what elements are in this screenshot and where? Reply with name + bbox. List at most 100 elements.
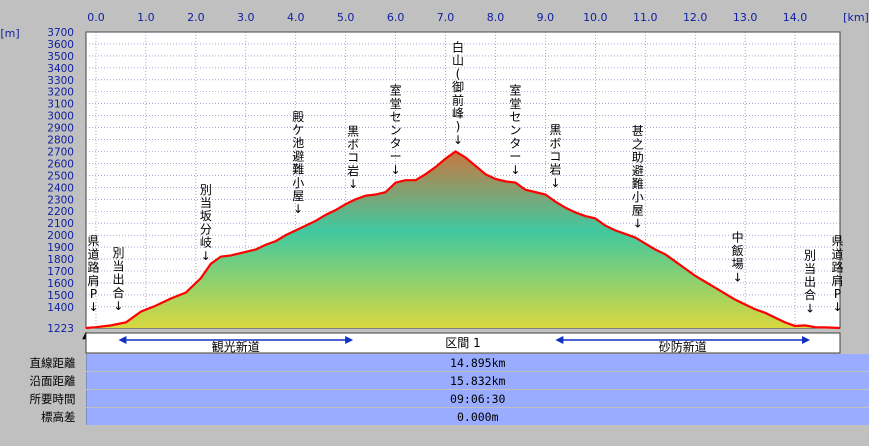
- waypoint-char: 県: [87, 234, 99, 248]
- y-tick-label: 3100: [47, 99, 74, 111]
- route-stats-table: 直線距離 14.895km 沿面距離 15.832km 所要時間 09:06:3…: [0, 354, 869, 426]
- waypoint-char: 当: [200, 196, 212, 210]
- waypoint-arrow: ↓: [453, 133, 463, 147]
- waypoint-char: 難: [292, 162, 304, 177]
- stats-label: 所要時間: [0, 389, 86, 408]
- waypoint-char: 殿: [292, 110, 304, 124]
- x-tick-label: 3.0: [237, 11, 255, 24]
- waypoint-label: 中飯場↓: [732, 230, 744, 285]
- waypoint-arrow: ↓: [633, 217, 643, 231]
- x-tick-label: 4.0: [287, 11, 305, 24]
- x-tick-label: 12.0: [683, 11, 708, 24]
- waypoint-char: 肩: [831, 273, 843, 288]
- x-tick-label: 11.0: [633, 11, 658, 24]
- waypoint-char: 肩: [87, 273, 99, 288]
- x-tick-label: 0.0: [87, 11, 105, 24]
- waypoint-char: 山: [452, 54, 464, 68]
- waypoint-char: 別: [112, 246, 124, 260]
- waypoint-char: 小: [292, 176, 304, 190]
- stats-row-duration: 所要時間 09:06:30: [0, 389, 869, 408]
- y-tick-label: 2600: [47, 158, 74, 170]
- waypoint-char: ン: [509, 123, 521, 137]
- elevation-area: [86, 151, 840, 328]
- waypoint-char: 岩: [347, 163, 359, 178]
- elevation-chart: 0.0 1.0 2.0 3.0 4.0 5.0 6.0 7.0 8.0 9.0 10.0 11.0 12…: [0, 11, 868, 354]
- waypoint-char: 道: [87, 247, 99, 261]
- waypoint-char: 屋: [632, 203, 644, 217]
- y-tick-label: 3700: [47, 27, 74, 39]
- section-name: 砂防新道: [659, 339, 707, 354]
- x-tick-label: 14.0: [783, 11, 808, 24]
- waypoint-char: タ: [509, 136, 521, 150]
- waypoint-char: 路: [831, 260, 843, 275]
- y-tick-label: 3200: [47, 87, 74, 99]
- waypoint-char: ボ: [347, 138, 359, 152]
- waypoint-char: 避: [632, 164, 644, 178]
- waypoint-char: (: [456, 67, 461, 81]
- waypoint-char: 岩: [549, 162, 561, 177]
- waypoint-char: コ: [347, 151, 359, 165]
- y-min-label: 1223: [47, 323, 74, 335]
- y-tick-label: 2700: [47, 146, 74, 158]
- waypoint-char: 黒: [549, 123, 561, 137]
- stats-value: 15.832km: [85, 371, 869, 390]
- x-tick-label: 7.0: [437, 11, 455, 24]
- section-bar: [85, 332, 841, 354]
- waypoint-char: コ: [549, 150, 561, 164]
- stats-value: 0.000m: [85, 407, 869, 426]
- waypoint-char: 当: [804, 262, 816, 276]
- y-tick-label: 1500: [47, 290, 74, 302]
- waypoint-char: 分: [200, 222, 212, 236]
- y-tick-label: 2000: [47, 230, 74, 242]
- section-arrow-head: [345, 336, 354, 344]
- waypoint-char: 飯: [732, 243, 744, 258]
- section-arrow-head: [802, 336, 811, 344]
- waypoint-char: 路: [87, 260, 99, 275]
- waypoint-char: 甚: [632, 124, 644, 138]
- waypoint-char: ン: [390, 123, 402, 137]
- waypoint-char: 堂: [390, 97, 402, 111]
- waypoint-char: 坂: [200, 209, 212, 223]
- y-tick-label: 2100: [47, 218, 74, 230]
- y-tick-label: 3300: [47, 75, 74, 87]
- waypoint-char: 前: [452, 92, 464, 107]
- waypoint-arrow: ↓: [510, 163, 520, 177]
- stats-label: 直線距離: [0, 354, 86, 372]
- waypoint-char: P: [90, 287, 97, 301]
- waypoint-char: P: [834, 287, 841, 301]
- x-tick-label: 10.0: [583, 11, 608, 24]
- waypoint-char: 場: [732, 257, 744, 271]
- waypoint-char: 難: [632, 176, 644, 191]
- y-tick-label: 2800: [47, 135, 74, 147]
- stats-value: 09:06:30: [85, 389, 869, 408]
- waypoint-arrow: ↓: [201, 249, 211, 263]
- stats-row-elevation-diff: 標高差 0.000m: [0, 407, 869, 426]
- waypoint-char: 堂: [509, 97, 521, 111]
- waypoint-arrow: ↓: [550, 176, 560, 190]
- waypoint-char: ): [456, 120, 461, 134]
- y-tick-label: 3000: [47, 111, 74, 123]
- y-tick-label: 3400: [47, 63, 74, 75]
- waypoint-char: 別: [200, 183, 212, 197]
- x-tick-label: 9.0: [537, 11, 555, 24]
- y-tick-label: 3500: [47, 51, 74, 63]
- waypoint-arrow: ↓: [832, 300, 842, 314]
- y-tick-label: 3600: [47, 39, 74, 51]
- waypoint-char: 合: [112, 285, 124, 300]
- waypoint-char: 道: [831, 247, 843, 261]
- waypoint-arrow: ↓: [348, 177, 358, 191]
- waypoint-char: 合: [804, 287, 816, 302]
- waypoint-char: 峰: [452, 107, 464, 121]
- waypoint-char: 出: [804, 275, 816, 289]
- waypoint-char: 池: [292, 136, 304, 150]
- x-tick-label: 13.0: [733, 11, 758, 24]
- waypoint-char: 屋: [292, 189, 304, 203]
- stats-label: 標高差: [0, 407, 86, 426]
- stats-value: 14.895km: [85, 354, 869, 372]
- waypoint-char: タ: [390, 136, 402, 150]
